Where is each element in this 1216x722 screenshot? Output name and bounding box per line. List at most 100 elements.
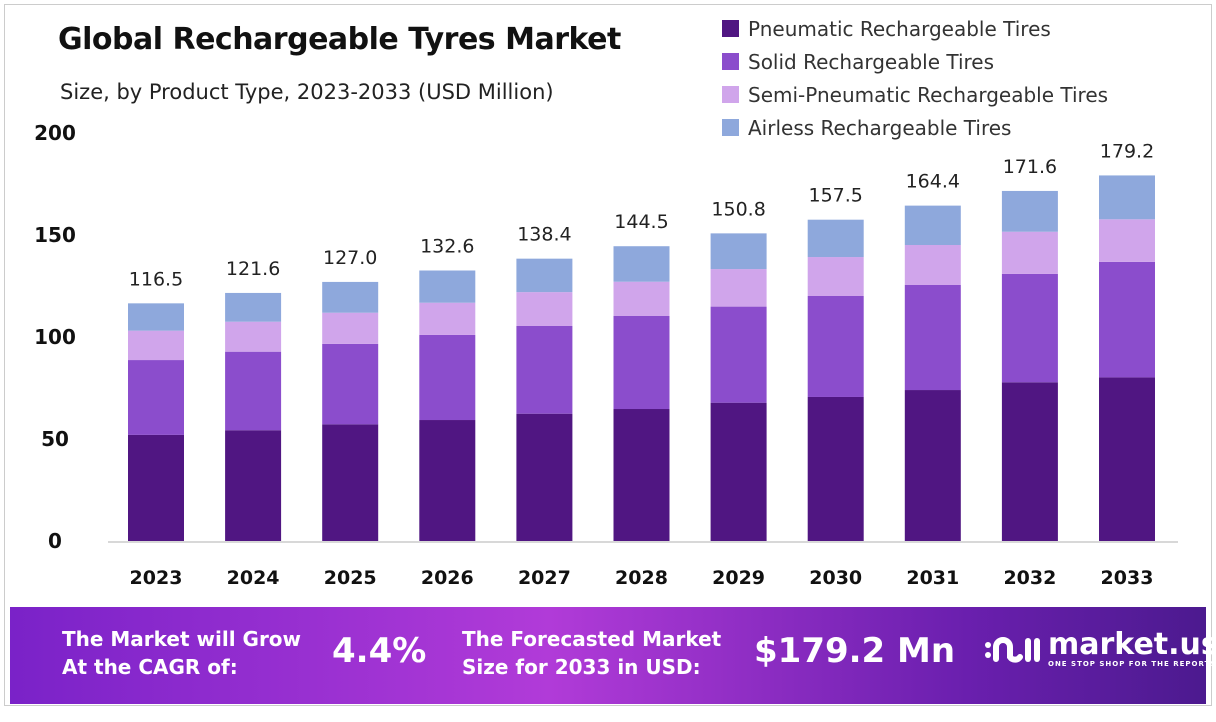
bar-chart: 0 50 100 150 200 116.5 2023 121.6 2024 127.0 2025 1…	[34, 121, 1178, 589]
bar-segment-solid-rechargeable-tires	[128, 360, 184, 435]
total-data-label: 132.6	[420, 235, 474, 257]
bar-segment-semi-pneumatic-rechargeable-tires	[322, 312, 379, 344]
bar-segment-pneumatic-rechargeable-tires	[613, 409, 670, 541]
x-tick-label: 2032	[1003, 567, 1056, 589]
total-data-label: 164.4	[906, 171, 960, 193]
legend-swatch	[722, 119, 739, 136]
bar-segment-pneumatic-rechargeable-tires	[128, 434, 184, 541]
chart-frame	[4, 4, 1212, 706]
bar-segment-semi-pneumatic-rechargeable-tires	[613, 281, 670, 316]
bar-segment-semi-pneumatic-rechargeable-tires	[807, 257, 864, 296]
bar-segment-solid-rechargeable-tires	[419, 334, 476, 421]
bar-segment-solid-rechargeable-tires	[225, 351, 282, 431]
bar-segment-solid-rechargeable-tires	[1099, 261, 1155, 378]
bar-segment-solid-rechargeable-tires	[904, 284, 961, 391]
x-tick-label: 2025	[324, 567, 377, 589]
footer-banner: The Market will Grow At the CAGR of: 4.4…	[10, 607, 1216, 704]
total-data-label: 171.6	[1003, 156, 1057, 178]
legend-swatch	[722, 53, 739, 70]
bar-segment-semi-pneumatic-rechargeable-tires	[904, 244, 961, 285]
bar-segment-semi-pneumatic-rechargeable-tires	[516, 292, 573, 326]
total-data-label: 179.2	[1100, 140, 1154, 162]
total-data-label: 138.4	[517, 224, 571, 246]
bar-segment-semi-pneumatic-rechargeable-tires	[1001, 231, 1058, 274]
total-data-label: 116.5	[129, 268, 183, 290]
bar-segment-semi-pneumatic-rechargeable-tires	[1099, 219, 1155, 262]
forecast-label-line: Size for 2033 in USD:	[462, 655, 701, 679]
bar-segment-pneumatic-rechargeable-tires	[904, 390, 961, 541]
bar-segment-airless-rechargeable-tires	[128, 303, 184, 331]
x-tick-label: 2026	[421, 567, 474, 589]
legend-swatch	[722, 86, 739, 103]
market-us-logo-icon	[985, 637, 1040, 663]
total-data-label: 121.6	[226, 258, 280, 280]
legend-item-semi-pneumatic: Semi-Pneumatic Rechargeable Tires	[722, 78, 1108, 111]
cagr-label-line: The Market will Grow	[62, 627, 302, 651]
bar-segment-pneumatic-rechargeable-tires	[1099, 377, 1155, 541]
chart-title: Global Rechargeable Tyres Market	[58, 22, 621, 57]
bar-segment-solid-rechargeable-tires	[322, 343, 379, 425]
x-tick-label: 2028	[615, 567, 668, 589]
bar-segment-pneumatic-rechargeable-tires	[419, 420, 476, 541]
bar-segment-solid-rechargeable-tires	[516, 325, 573, 414]
bar-segment-semi-pneumatic-rechargeable-tires	[225, 321, 282, 352]
bar-segment-airless-rechargeable-tires	[1099, 175, 1155, 220]
bar-segment-airless-rechargeable-tires	[807, 219, 864, 258]
bar-segment-pneumatic-rechargeable-tires	[710, 402, 767, 541]
forecast-label: The Forecasted Market Size for 2033 in U…	[462, 625, 721, 681]
total-data-label: 144.5	[614, 211, 668, 233]
legend-label: Pneumatic Rechargeable Tires	[748, 16, 1051, 41]
chart-subtitle: Size, by Product Type, 2023-2033 (USD Mi…	[60, 80, 554, 104]
bar-segment-airless-rechargeable-tires	[516, 258, 573, 293]
y-tick-label: 100	[34, 325, 76, 349]
forecast-label-line: The Forecasted Market	[462, 627, 722, 651]
x-tick-label: 2027	[518, 567, 571, 589]
x-tick-label: 2023	[130, 567, 183, 589]
bar-segment-pneumatic-rechargeable-tires	[322, 424, 379, 541]
forecast-value: $179.2 Mn	[754, 631, 956, 671]
bar-segment-pneumatic-rechargeable-tires	[516, 413, 573, 541]
y-tick-label: 0	[48, 529, 62, 553]
total-data-label: 150.8	[711, 198, 765, 220]
legend-label: Semi-Pneumatic Rechargeable Tires	[748, 82, 1109, 107]
cagr-value: 4.4%	[332, 631, 427, 671]
bar-segment-pneumatic-rechargeable-tires	[807, 396, 864, 541]
y-tick-label: 150	[34, 223, 76, 247]
bar-segment-pneumatic-rechargeable-tires	[1001, 382, 1058, 541]
y-tick-label: 200	[34, 121, 76, 145]
bar-segment-airless-rechargeable-tires	[322, 281, 379, 313]
legend-item-solid: Solid Rechargeable Tires	[722, 45, 1108, 78]
legend-item-airless: Airless Rechargeable Tires	[722, 111, 1108, 144]
bar-segment-pneumatic-rechargeable-tires	[225, 430, 282, 541]
total-data-label: 127.0	[323, 247, 377, 269]
bar-segment-airless-rechargeable-tires	[904, 205, 961, 245]
brand-logo: market.us ONE STOP SHOP FOR THE REPORTS	[982, 629, 1216, 669]
bar-segment-solid-rechargeable-tires	[1001, 273, 1058, 383]
bar-segment-airless-rechargeable-tires	[710, 233, 767, 270]
bar-segment-solid-rechargeable-tires	[807, 295, 864, 397]
bar-segment-airless-rechargeable-tires	[1001, 190, 1058, 232]
bar-segment-semi-pneumatic-rechargeable-tires	[128, 330, 184, 361]
bar-segment-solid-rechargeable-tires	[710, 306, 767, 403]
legend-label: Solid Rechargeable Tires	[748, 49, 995, 74]
bar-segment-solid-rechargeable-tires	[613, 315, 670, 410]
y-tick-label: 50	[41, 427, 69, 451]
cagr-label-line: At the CAGR of:	[62, 655, 238, 679]
brand-name: market.us	[1048, 627, 1216, 662]
x-tick-label: 2031	[906, 567, 959, 589]
bar-segment-airless-rechargeable-tires	[613, 246, 670, 282]
bar-segment-airless-rechargeable-tires	[419, 270, 476, 303]
bar-segment-semi-pneumatic-rechargeable-tires	[419, 302, 476, 335]
x-tick-label: 2029	[712, 567, 765, 589]
x-tick-label: 2033	[1101, 567, 1154, 589]
x-tick-label: 2024	[227, 567, 280, 589]
brand-tagline: ONE STOP SHOP FOR THE REPORTS	[1048, 660, 1216, 668]
bar-segment-semi-pneumatic-rechargeable-tires	[710, 269, 767, 307]
cagr-label: The Market will Grow At the CAGR of:	[62, 625, 301, 681]
legend-swatch	[722, 20, 739, 37]
bar-segment-airless-rechargeable-tires	[225, 292, 282, 322]
legend-label: Airless Rechargeable Tires	[748, 115, 1012, 140]
legend: Pneumatic Rechargeable Tires Solid Recha…	[722, 12, 1108, 144]
legend-item-pneumatic: Pneumatic Rechargeable Tires	[722, 12, 1108, 45]
x-tick-label: 2030	[809, 567, 862, 589]
